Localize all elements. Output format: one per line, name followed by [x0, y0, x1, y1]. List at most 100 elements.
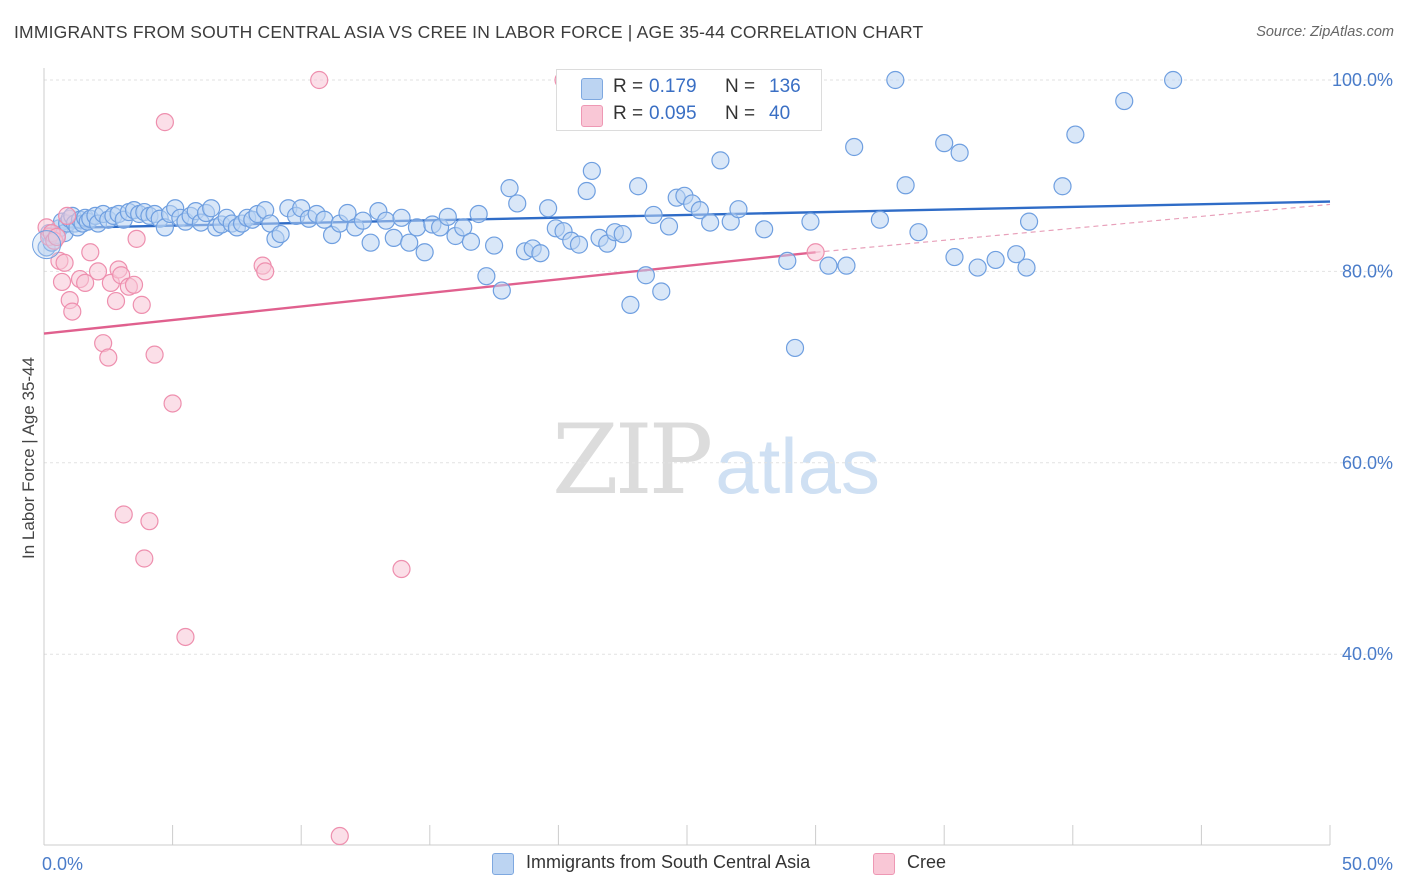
n-value: 136: [769, 76, 801, 97]
n-value: 40: [769, 103, 791, 124]
data-point: [315, 210, 334, 229]
data-point: [729, 200, 748, 219]
r-value: 0.095: [649, 103, 697, 124]
data-point: [163, 394, 182, 413]
legend-swatch-immigrants: [492, 853, 514, 875]
data-point: [690, 201, 709, 220]
data-point: [870, 210, 890, 229]
data-point: [58, 206, 77, 225]
data-point: [477, 267, 496, 286]
data-point: [1017, 258, 1036, 277]
y-tick-label: 80.0%: [1342, 261, 1393, 281]
data-point: [801, 212, 820, 231]
data-point: [613, 224, 632, 244]
data-point: [145, 345, 164, 364]
data-point: [819, 256, 838, 275]
data-point: [909, 223, 928, 242]
data-point: [837, 256, 856, 275]
y-axis-label: In Labor Force | Age 35-44: [19, 357, 38, 559]
y-tick-label: 100.0%: [1332, 70, 1393, 90]
data-point: [1164, 70, 1183, 90]
data-point: [945, 247, 964, 267]
data-point: [785, 338, 805, 358]
data-point: [310, 70, 329, 90]
r-value: 0.179: [649, 76, 697, 97]
data-point: [968, 258, 987, 277]
data-point: [124, 275, 144, 294]
data-point: [176, 627, 195, 647]
y-tick-label: 40.0%: [1342, 644, 1393, 664]
watermark: ZIPatlas: [552, 404, 880, 516]
data-point: [1007, 245, 1026, 264]
data-point: [454, 218, 473, 237]
data-point: [384, 228, 403, 248]
data-point: [652, 282, 671, 301]
data-point: [415, 243, 434, 262]
x-tick-label: 50.0%: [1342, 854, 1393, 874]
data-point: [132, 295, 151, 314]
data-point: [361, 233, 380, 252]
data-point: [469, 204, 488, 224]
data-point: [577, 181, 596, 201]
data-point: [755, 220, 774, 239]
data-point: [392, 559, 411, 579]
data-point: [55, 253, 74, 272]
watermark-atlas: atlas: [715, 422, 880, 510]
legend-label-immigrants: Immigrants from South Central Asia: [526, 852, 811, 872]
data-point: [202, 199, 221, 218]
data-point: [845, 137, 864, 157]
data-point: [438, 207, 457, 226]
data-point: [330, 826, 349, 846]
data-point: [461, 232, 481, 251]
stats-row-immigrants: R = 0.179 N = 136: [557, 74, 821, 101]
data-point: [81, 243, 100, 262]
series-legend: Immigrants from South Central Asia Cree: [0, 851, 1406, 879]
data-point: [140, 512, 159, 531]
tick-labels: 40.0% 60.0% 80.0% 100.0% 0.0% 50.0%: [42, 70, 1393, 874]
data-point: [400, 233, 419, 252]
data-point: [636, 266, 655, 285]
r-label: R =: [613, 76, 644, 97]
data-point: [621, 295, 640, 314]
legend-swatch-cree: [581, 105, 603, 127]
data-points: [32, 70, 1183, 846]
data-point: [99, 348, 118, 367]
data-point: [76, 273, 95, 292]
data-point: [935, 134, 954, 153]
data-point: [353, 211, 373, 230]
series-cree-points: [37, 70, 825, 846]
data-point: [986, 250, 1005, 270]
data-point: [1019, 212, 1039, 231]
stats-legend: R = 0.179 N = 136 R = 0.095 N = 40: [556, 69, 822, 131]
data-point: [114, 505, 133, 524]
watermark-zip: ZIP: [552, 404, 713, 516]
data-point: [508, 194, 527, 213]
data-point: [1066, 125, 1085, 144]
legend-label-cree: Cree: [907, 852, 947, 872]
data-point: [659, 217, 679, 236]
r-label: R =: [613, 103, 644, 124]
data-point: [644, 205, 663, 225]
data-point: [500, 179, 519, 198]
data-point: [1115, 91, 1134, 111]
data-point: [47, 227, 66, 247]
data-point: [407, 218, 427, 237]
legend-swatch-immigrants: [581, 78, 603, 100]
data-point: [271, 224, 290, 244]
data-point: [106, 291, 126, 311]
data-point: [492, 281, 511, 300]
data-point: [32, 230, 62, 260]
data-point: [886, 70, 905, 90]
data-point: [88, 262, 108, 281]
data-point: [256, 262, 275, 281]
data-point: [392, 208, 411, 227]
y-tick-label: 60.0%: [1342, 453, 1393, 473]
legend-swatch-cree: [873, 853, 895, 875]
data-point: [582, 161, 601, 181]
axes: [43, 68, 1331, 846]
data-point: [1053, 177, 1072, 196]
data-point: [778, 251, 797, 270]
data-point: [896, 176, 915, 195]
data-point: [629, 177, 648, 196]
